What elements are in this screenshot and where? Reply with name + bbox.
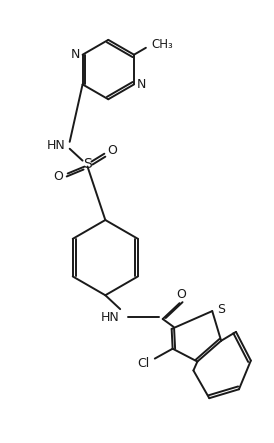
Text: S: S <box>83 156 92 171</box>
Text: CH₃: CH₃ <box>152 38 173 51</box>
Text: O: O <box>53 170 63 183</box>
Text: HN: HN <box>101 311 120 323</box>
Text: N: N <box>136 78 145 91</box>
Text: S: S <box>217 303 225 315</box>
Text: O: O <box>177 288 187 301</box>
Text: Cl: Cl <box>137 357 149 370</box>
Text: O: O <box>107 144 117 157</box>
Text: N: N <box>71 48 80 61</box>
Text: HN: HN <box>47 139 65 152</box>
